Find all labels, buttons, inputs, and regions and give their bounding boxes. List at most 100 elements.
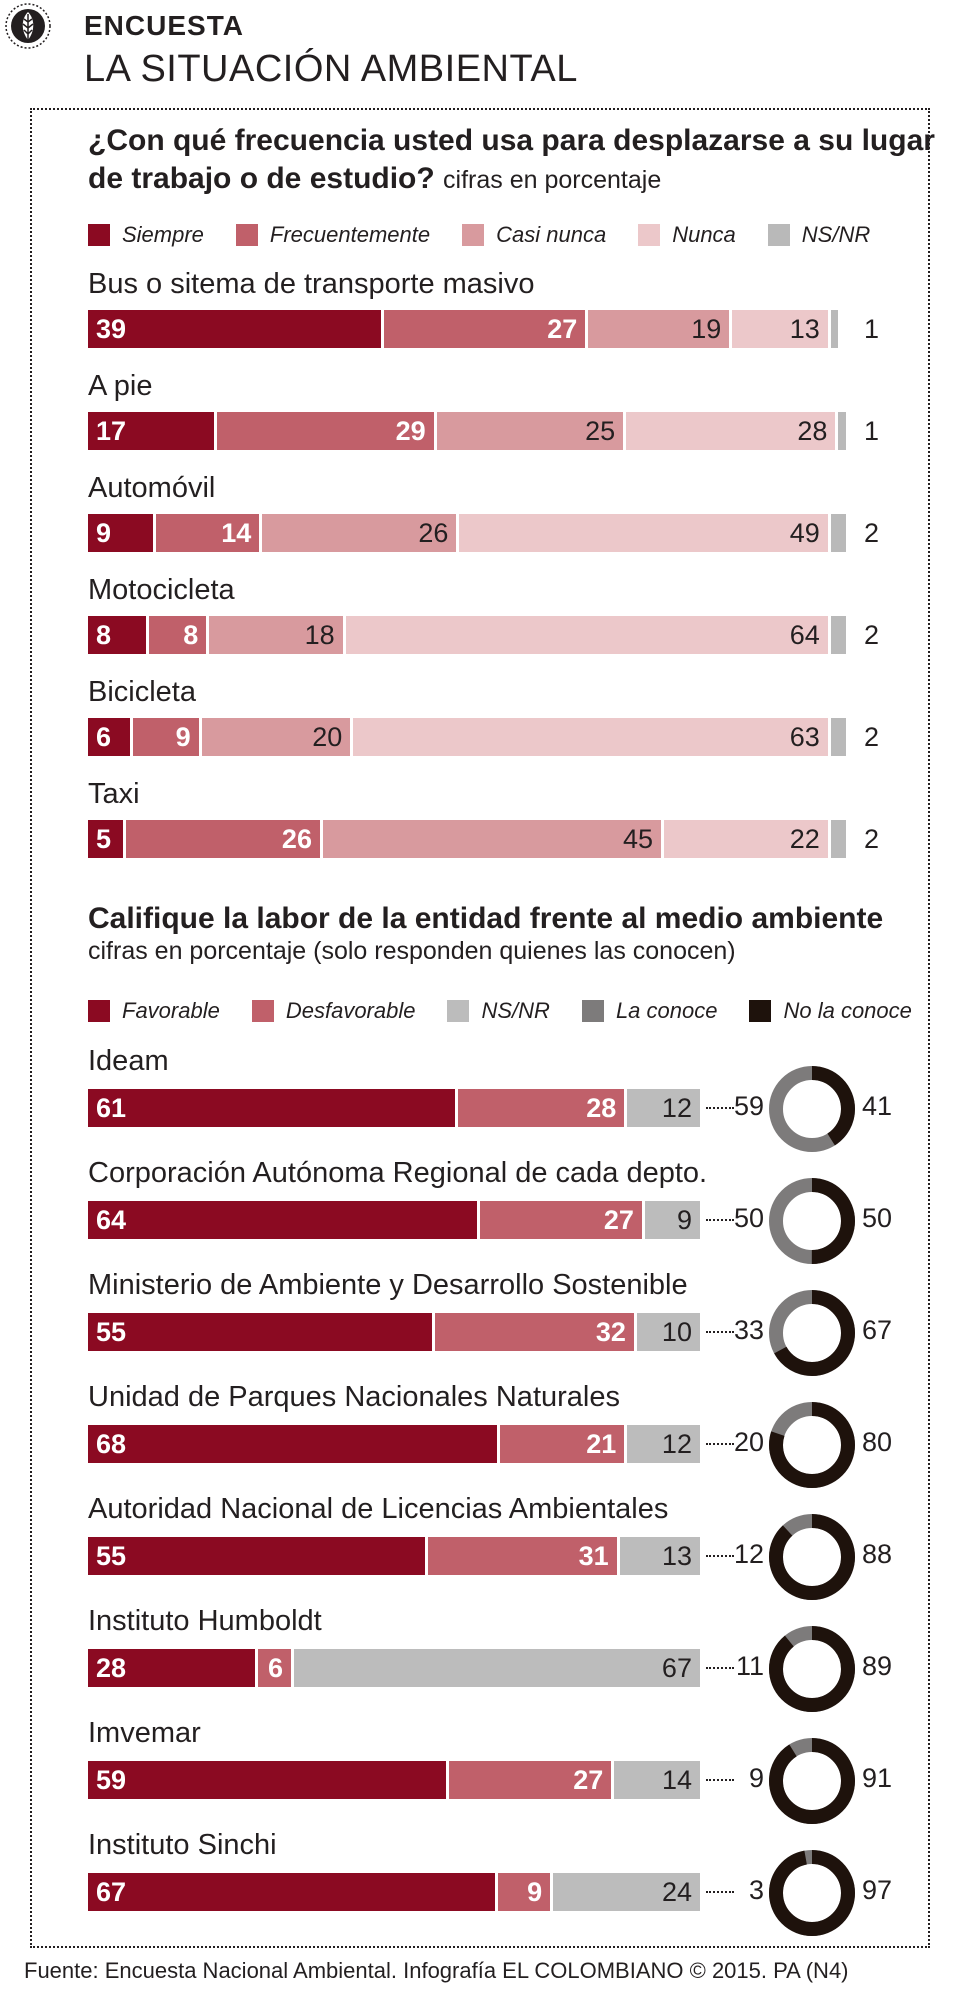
donut-slice-no-la-conoce [769, 1626, 855, 1712]
stacked-bar: 39 27 19 13 [88, 310, 839, 348]
category-label: Bus o sitema de transporte masivo [88, 268, 535, 300]
bar-segment-siempre: 6 [88, 718, 134, 756]
entity-label: Corporación Autónoma Regional de cada de… [88, 1157, 708, 1189]
bar-segment-casi-nunca: 26 [262, 514, 460, 552]
data-label: 10 [661, 1317, 692, 1347]
question-2-unit: cifras en porcentaje (solo responden qui… [88, 937, 736, 965]
bar-segment-nunca: 49 [459, 514, 831, 552]
data-label: 22 [789, 824, 820, 854]
legend-swatch [462, 224, 485, 246]
donut-slice-no-la-conoce [769, 1738, 855, 1824]
legend-item: Siempre [88, 222, 204, 248]
donut-chart [769, 1290, 855, 1376]
bar-segment-frecuentemente: 27 [383, 310, 589, 348]
data-label: 9 [527, 1877, 543, 1907]
connector-dots [706, 1443, 734, 1445]
entity-label: Ministerio de Ambiente y Desarrollo Sost… [88, 1269, 688, 1301]
legend-swatch [581, 1000, 604, 1022]
legend-swatch [447, 1000, 470, 1022]
legend-label: Siempre [122, 222, 204, 247]
bar-segment-desfavorable: 6 [257, 1649, 294, 1687]
entity-label: Autoridad Nacional de Licencias Ambienta… [88, 1493, 669, 1525]
entity-label: Ideam [88, 1045, 169, 1077]
entity-label: Instituto Humboldt [88, 1605, 322, 1637]
bar-segment-favorable: 67 [88, 1873, 499, 1911]
bar-segment-frecuentemente: 26 [125, 820, 323, 858]
donut-label-la-conoce: 11 [735, 1651, 764, 1681]
bar-segment-ns-nr: 67 [294, 1649, 700, 1687]
data-label: 1 [864, 314, 880, 344]
stacked-bar: 17 29 25 28 [88, 412, 846, 450]
donut-label-la-conoce: 59 [733, 1091, 764, 1121]
stacked-bar: 55 31 13 [88, 1537, 700, 1575]
donut-slice-no-la-conoce [769, 1066, 855, 1152]
donut-label-no-la-conoce: 97 [862, 1875, 893, 1905]
data-label: 2 [864, 824, 880, 854]
bar-segment-ns-nr [830, 514, 846, 552]
data-label: 64 [96, 1205, 127, 1235]
legend-item: Favorable [88, 998, 220, 1024]
legend-label: Frecuentemente [269, 222, 431, 247]
connector-dots [706, 1219, 734, 1221]
donut-chart [769, 1738, 855, 1824]
legend-label: Nunca [672, 222, 736, 247]
bar-segment-casi-nunca: 19 [588, 310, 733, 348]
donut-label-no-la-conoce: 88 [862, 1539, 893, 1569]
legend-swatch [88, 1000, 110, 1022]
stacked-bar: 5 26 45 22 [88, 820, 846, 858]
legend-swatch [251, 1000, 274, 1022]
bar-segment-casi-nunca: 25 [436, 412, 627, 450]
bar-segment-ns-nr [830, 718, 846, 756]
data-label: 2 [864, 620, 880, 650]
data-label: 45 [623, 824, 654, 854]
bar-segment-siempre: 5 [88, 820, 126, 858]
stacked-bar: 61 28 12 [88, 1089, 700, 1127]
legend-swatch [749, 1000, 772, 1022]
stacked-bar: 68 21 12 [88, 1425, 700, 1463]
bar-segment-frecuentemente: 9 [133, 718, 202, 756]
donut-label-la-conoce: 3 [748, 1875, 764, 1905]
connector-dots [706, 1779, 734, 1781]
connector-dots [706, 1107, 734, 1109]
data-label: 67 [96, 1877, 127, 1907]
data-label: 9 [175, 722, 191, 752]
stacked-bar: 55 32 10 [88, 1313, 700, 1351]
legend-item: La conoce [581, 998, 717, 1024]
data-label: 26 [281, 824, 312, 854]
bar-segment-casi-nunca: 45 [322, 820, 665, 858]
stacked-bar: 8 8 18 64 [88, 616, 846, 654]
source-footer: Fuente: Encuesta Nacional Ambiental. Inf… [24, 1958, 849, 1983]
data-label: 32 [595, 1317, 626, 1347]
connector-dots [706, 1891, 734, 1893]
legend-2: Favorable Desfavorable NS/NR La conoce N… [88, 998, 944, 1024]
question-2: Califique la labor de la entidad frente … [88, 902, 884, 935]
legend-label: Desfavorable [285, 998, 416, 1023]
legend-swatch [88, 224, 110, 246]
stacked-bar: 67 9 24 [88, 1873, 700, 1911]
connector-dots [706, 1331, 734, 1333]
legend-item: Frecuentemente [235, 222, 431, 248]
category-label: Bicicleta [88, 676, 196, 708]
data-label: 13 [661, 1541, 692, 1571]
connector-dots [706, 1667, 734, 1669]
bar-segment-casi-nunca: 20 [201, 718, 354, 756]
category-label: Automóvil [88, 472, 216, 504]
data-label: 55 [96, 1541, 127, 1571]
bar-segment-desfavorable: 28 [457, 1089, 628, 1127]
donut-label-no-la-conoce: 67 [862, 1315, 893, 1345]
donut-label-no-la-conoce: 91 [862, 1763, 893, 1793]
data-label: 12 [661, 1429, 692, 1459]
donut-slice-no-la-conoce [769, 1850, 855, 1936]
entity-label: Instituto Sinchi [88, 1829, 277, 1861]
legend-swatch [638, 224, 661, 246]
data-label: 9 [96, 518, 112, 548]
data-label: 5 [96, 824, 112, 854]
donut-chart [769, 1066, 855, 1152]
data-label: 18 [304, 620, 335, 650]
content-frame [30, 108, 930, 1948]
stacked-bar: 6 9 20 63 [88, 718, 846, 756]
legend-label: Favorable [122, 998, 220, 1023]
bar-segment-frecuentemente: 14 [156, 514, 263, 552]
data-label: 27 [603, 1205, 634, 1235]
bar-segment-favorable: 55 [88, 1313, 435, 1351]
